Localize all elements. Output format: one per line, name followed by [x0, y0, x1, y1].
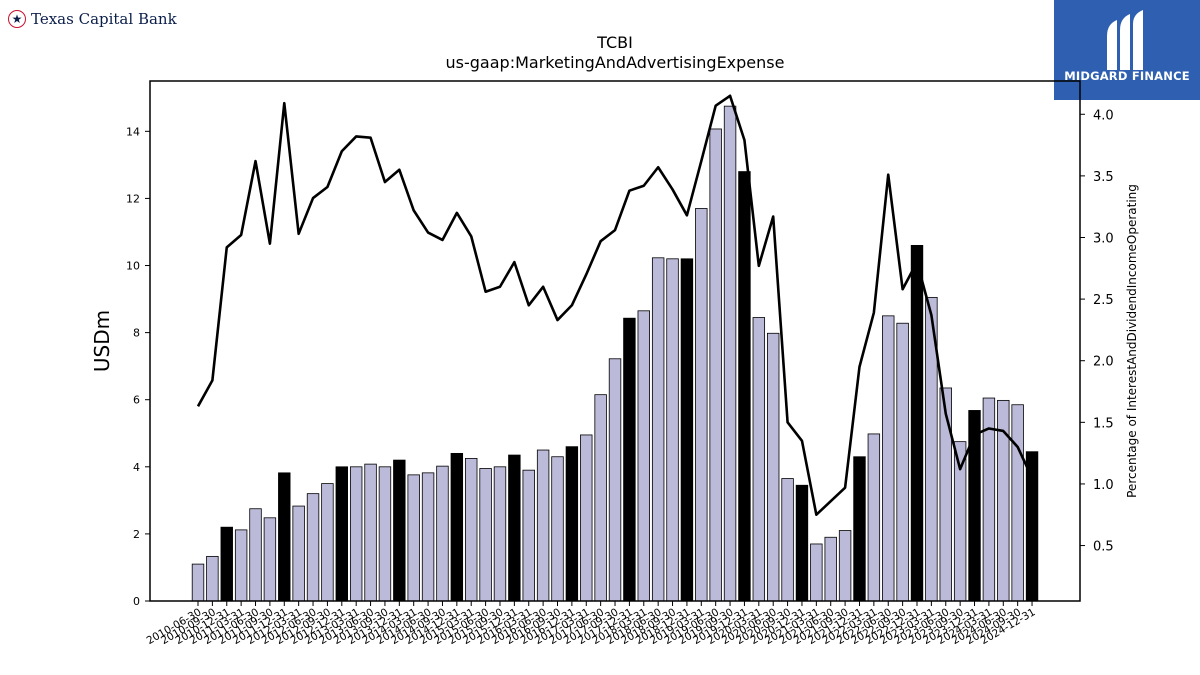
bar-2011-03-31 — [234, 529, 248, 602]
bar-2018-12-31 — [680, 258, 694, 602]
bar-2018-03-31 — [637, 310, 650, 602]
bar-2012-09-30 — [321, 483, 334, 602]
bar-2016-03-31 — [522, 469, 535, 602]
bar-2012-06-30 — [306, 493, 320, 602]
chart-subtitle: us-gaap:MarketingAndAdvertisingExpense — [446, 53, 785, 72]
bars-group — [191, 105, 1039, 602]
y-tick-label: 0 — [133, 595, 140, 608]
bar-2021-12-31 — [853, 456, 866, 602]
bar-2010-06-30 — [191, 563, 205, 602]
line-group — [196, 94, 1034, 517]
bar-2022-12-31 — [910, 244, 924, 602]
y2-tick-label: 1.0 — [1093, 478, 1114, 493]
bar-2017-09-30 — [608, 358, 622, 602]
y-axis-label: USDm — [90, 310, 114, 372]
bar-2020-09-30 — [781, 478, 794, 602]
star-icon: ★ — [8, 10, 26, 28]
bar-2020-03-31 — [752, 317, 766, 602]
bar-2011-12-31 — [278, 472, 291, 602]
bar-2016-06-30 — [536, 449, 550, 602]
y2-axis-label: Percentage of InterestAndDividendIncomeO… — [1125, 184, 1139, 498]
y2-tick-label: 1.5 — [1093, 416, 1114, 431]
y2-tick-label: 3.0 — [1093, 231, 1114, 246]
y-tick-label: 12 — [126, 192, 140, 205]
bar-2022-06-30 — [882, 315, 895, 602]
bar-2021-03-31 — [810, 543, 823, 602]
bar-2015-12-31 — [508, 454, 521, 602]
y-tick-label: 6 — [133, 394, 140, 407]
y-tick-label: 14 — [126, 125, 140, 138]
y-tick-label: 2 — [133, 528, 140, 541]
bar-2024-12-31 — [1025, 451, 1039, 602]
bar-2011-06-30 — [249, 508, 262, 602]
bar-2017-06-30 — [594, 394, 607, 602]
chart-title: TCBI — [596, 33, 633, 52]
axes-group: 024681012140.51.01.52.02.53.03.54.02010-… — [126, 80, 1114, 647]
bar-2010-12-31 — [220, 526, 233, 602]
percentage-line — [196, 94, 1034, 517]
bar-2015-06-30 — [479, 468, 492, 602]
y2-tick-label: 0.5 — [1093, 540, 1114, 555]
badge-text: MIDGARD FINANCE — [1064, 69, 1190, 83]
y2-tick-label: 2.5 — [1093, 293, 1114, 308]
bar-2019-12-31 — [738, 171, 751, 602]
midgard-finance-badge: MIDGARD FINANCE — [1054, 0, 1200, 100]
bar-2013-09-30 — [378, 466, 392, 602]
bar-2010-09-30 — [206, 555, 219, 602]
bar-2019-06-30 — [709, 128, 722, 602]
bar-2014-03-31 — [407, 474, 420, 602]
y-tick-label: 10 — [126, 260, 140, 273]
bar-2018-06-30 — [651, 257, 665, 602]
bar-2013-03-31 — [349, 466, 363, 602]
bar-2011-09-30 — [263, 517, 277, 602]
y2-tick-label: 3.5 — [1093, 170, 1114, 185]
bar-2012-03-31 — [292, 505, 305, 602]
bar-2019-03-31 — [695, 208, 708, 602]
bar-2016-12-31 — [565, 446, 579, 602]
bar-2012-12-31 — [335, 466, 349, 602]
y-tick-label: 4 — [133, 461, 140, 474]
company-logo: ★ Texas Capital Bank — [8, 10, 177, 28]
bar-2021-06-30 — [824, 536, 837, 602]
bar-2020-06-30 — [767, 332, 780, 602]
bar-2014-09-30 — [436, 465, 449, 602]
bar-2014-06-30 — [421, 472, 435, 602]
bar-2020-12-31 — [795, 484, 809, 602]
bar-2014-12-31 — [450, 452, 464, 602]
bar-2024-09-30 — [1011, 404, 1024, 602]
bar-2017-03-31 — [580, 434, 593, 602]
company-name: Texas Capital Bank — [31, 10, 177, 28]
bar-2013-06-30 — [364, 463, 377, 602]
bar-2016-09-30 — [551, 456, 564, 602]
bar-2018-09-30 — [666, 258, 679, 602]
bar-2021-09-30 — [838, 530, 852, 602]
bar-2023-06-30 — [939, 387, 952, 602]
bar-2022-09-30 — [896, 322, 909, 602]
bar-2015-09-30 — [493, 466, 507, 602]
bar-2017-12-31 — [623, 317, 636, 602]
bar-2022-03-31 — [867, 433, 881, 602]
bar-2023-12-31 — [968, 410, 981, 602]
midgard-logo-icon — [1107, 10, 1143, 70]
y2-tick-label: 4.0 — [1093, 108, 1114, 123]
bar-2019-09-30 — [723, 105, 737, 602]
bar-2013-12-31 — [393, 459, 406, 602]
y2-tick-label: 2.0 — [1093, 355, 1114, 370]
y-tick-label: 8 — [133, 327, 140, 340]
bar-2015-03-31 — [465, 458, 478, 602]
